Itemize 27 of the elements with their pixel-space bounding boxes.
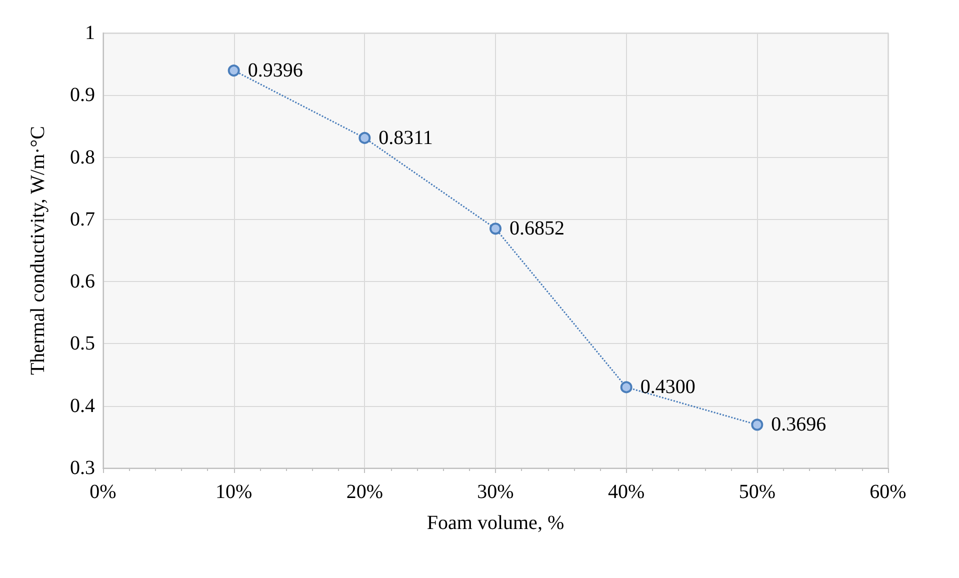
x-tick-label: 40%: [608, 481, 645, 503]
data-label: 0.8311: [378, 126, 433, 149]
point: [228, 64, 240, 77]
y-tick-label: 0.7: [70, 208, 95, 230]
point: [358, 132, 371, 144]
point: [490, 222, 502, 235]
point: [620, 381, 632, 394]
y-tick-label: 0.3: [70, 457, 95, 479]
y-tick-label: 0.4: [70, 394, 95, 417]
x-tick-label: 10%: [215, 481, 252, 503]
y-axis-title: Thermal conductivity, W/m·°C: [27, 126, 49, 376]
data-label: 0.6852: [510, 218, 564, 240]
y-tick-label: 0.9: [70, 84, 95, 106]
y-tick-label: 0.5: [70, 332, 95, 355]
y-tick-label: 0.8: [70, 146, 95, 168]
x-tick-label: 60%: [870, 481, 906, 503]
x-tick-label: 0%: [90, 481, 116, 503]
data-label: 0.3696: [771, 414, 826, 436]
y-tick-label: 0.6: [70, 270, 95, 293]
point: [751, 418, 764, 431]
x-tick-label: 30%: [477, 481, 514, 503]
data-label: 0.4300: [640, 376, 696, 398]
x-tick-label: 20%: [346, 481, 384, 503]
y-tick-label: 1: [85, 22, 95, 44]
x-tick-label: 50%: [738, 481, 776, 503]
data-label: 0.9396: [248, 60, 303, 82]
x-axis-title: Foam volume, %: [426, 512, 564, 534]
